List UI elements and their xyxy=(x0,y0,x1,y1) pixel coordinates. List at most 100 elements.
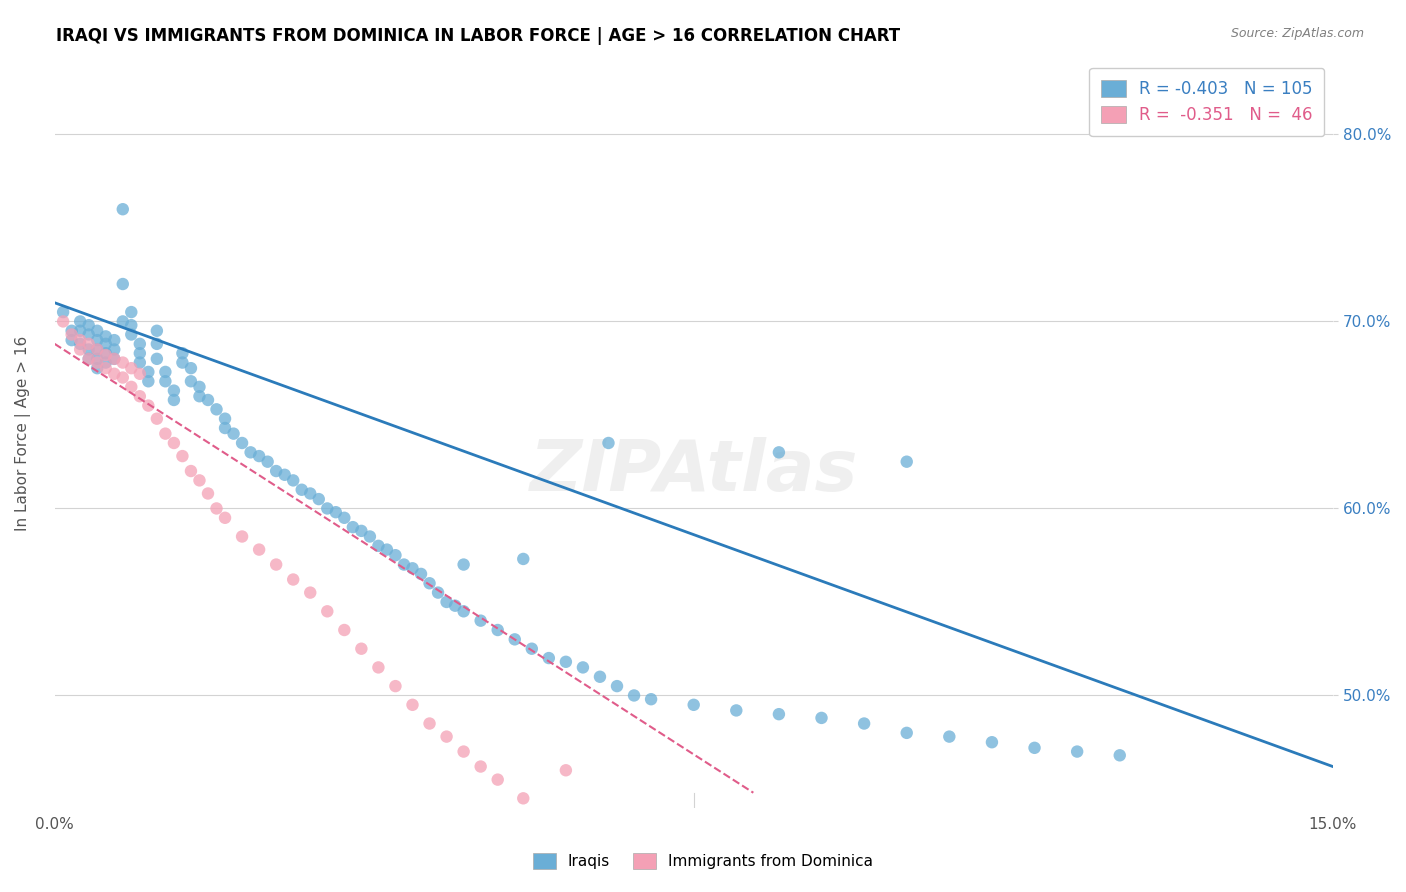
Point xyxy=(103,333,125,347)
Point xyxy=(333,623,356,637)
Point xyxy=(256,455,278,469)
Point xyxy=(111,355,134,369)
Point xyxy=(453,745,475,759)
Point xyxy=(103,367,125,381)
Point xyxy=(163,436,186,450)
Point xyxy=(197,392,219,407)
Point xyxy=(333,510,356,524)
Point xyxy=(77,351,100,366)
Point xyxy=(77,318,100,333)
Point xyxy=(172,346,194,360)
Point xyxy=(86,343,108,357)
Point xyxy=(214,510,236,524)
Point xyxy=(120,380,142,394)
Point xyxy=(138,374,160,388)
Point xyxy=(163,392,186,407)
Point xyxy=(291,483,314,497)
Point xyxy=(1108,748,1130,763)
Point xyxy=(273,467,295,482)
Point xyxy=(94,361,117,376)
Point xyxy=(94,348,117,362)
Point xyxy=(682,698,704,712)
Point xyxy=(120,361,142,376)
Point xyxy=(180,464,202,478)
Point xyxy=(111,314,134,328)
Text: Source: ZipAtlas.com: Source: ZipAtlas.com xyxy=(1230,27,1364,40)
Point xyxy=(283,474,305,488)
Point xyxy=(436,730,458,744)
Point xyxy=(554,655,576,669)
Point xyxy=(392,558,415,572)
Point xyxy=(86,361,108,376)
Point xyxy=(138,365,160,379)
Point xyxy=(146,337,169,351)
Point xyxy=(128,355,150,369)
Legend: Iraqis, Immigrants from Dominica: Iraqis, Immigrants from Dominica xyxy=(527,847,879,875)
Point xyxy=(77,343,100,357)
Point xyxy=(470,614,492,628)
Point xyxy=(146,411,169,425)
Point xyxy=(367,660,389,674)
Point xyxy=(60,327,83,342)
Point xyxy=(69,337,91,351)
Point xyxy=(103,343,125,357)
Point xyxy=(359,529,381,543)
Point xyxy=(111,202,134,217)
Point xyxy=(231,529,253,543)
Point xyxy=(375,542,398,557)
Point xyxy=(146,351,169,366)
Point xyxy=(172,355,194,369)
Point xyxy=(503,632,526,647)
Point xyxy=(853,716,876,731)
Point xyxy=(453,558,475,572)
Point xyxy=(486,772,509,787)
Point xyxy=(111,370,134,384)
Point xyxy=(94,346,117,360)
Point xyxy=(120,318,142,333)
Y-axis label: In Labor Force | Age > 16: In Labor Force | Age > 16 xyxy=(15,336,31,532)
Point xyxy=(264,558,287,572)
Point xyxy=(60,324,83,338)
Point xyxy=(60,333,83,347)
Point xyxy=(486,623,509,637)
Point xyxy=(247,542,270,557)
Point xyxy=(436,595,458,609)
Point xyxy=(342,520,364,534)
Point xyxy=(367,539,389,553)
Point xyxy=(94,329,117,343)
Point xyxy=(103,351,125,366)
Point xyxy=(128,367,150,381)
Point xyxy=(120,327,142,342)
Point xyxy=(188,389,211,403)
Point xyxy=(981,735,1004,749)
Point xyxy=(401,561,423,575)
Text: ZIPAtlas: ZIPAtlas xyxy=(530,436,858,506)
Point xyxy=(155,365,177,379)
Point xyxy=(128,337,150,351)
Point xyxy=(427,585,450,599)
Point xyxy=(470,759,492,773)
Point xyxy=(128,346,150,360)
Point xyxy=(86,333,108,347)
Point xyxy=(384,679,406,693)
Point xyxy=(444,599,467,613)
Point xyxy=(128,389,150,403)
Point xyxy=(155,374,177,388)
Point xyxy=(264,464,287,478)
Point xyxy=(725,703,748,717)
Point xyxy=(180,361,202,376)
Point xyxy=(896,726,918,740)
Point xyxy=(512,791,534,805)
Point xyxy=(188,474,211,488)
Point xyxy=(69,333,91,347)
Point xyxy=(188,380,211,394)
Point xyxy=(896,455,918,469)
Legend: R = -0.403   N = 105, R =  -0.351   N =  46: R = -0.403 N = 105, R = -0.351 N = 46 xyxy=(1090,68,1324,136)
Point xyxy=(453,604,475,618)
Point xyxy=(283,573,305,587)
Point xyxy=(554,764,576,778)
Point xyxy=(299,486,322,500)
Point xyxy=(138,399,160,413)
Point xyxy=(520,641,543,656)
Point xyxy=(86,351,108,366)
